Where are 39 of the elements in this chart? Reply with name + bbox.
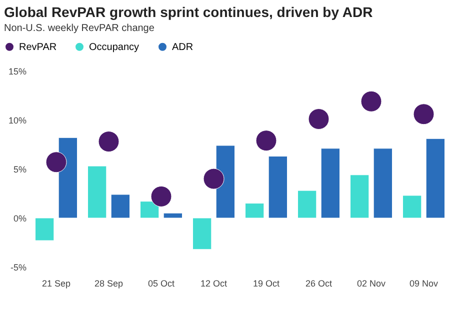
bar <box>426 138 445 218</box>
x-tick-label: 09 Nov <box>409 278 438 288</box>
point <box>360 90 382 112</box>
bar <box>110 194 130 218</box>
bar <box>35 218 54 241</box>
bar <box>163 212 182 218</box>
x-tick-label: 05 Oct <box>148 278 176 288</box>
x-tick-label: 28 Sep <box>94 278 124 288</box>
point <box>256 130 277 152</box>
y-tick-label: 0% <box>13 214 26 224</box>
x-tick-label: 26 Oct <box>305 278 333 288</box>
y-tick-label: 15% <box>8 66 26 76</box>
bar <box>245 203 264 218</box>
point <box>46 152 67 173</box>
x-tick-label: 21 Sep <box>42 278 71 288</box>
point <box>308 108 330 130</box>
point <box>98 131 120 152</box>
x-tick-label: 02 Nov <box>356 278 386 288</box>
x-tick-label: 19 Oct <box>252 278 280 288</box>
bar <box>88 166 107 218</box>
chart-subtitle: Non-U.S. weekly RevPAR change <box>4 23 155 34</box>
y-tick-label: 5% <box>13 164 26 174</box>
bar <box>320 148 340 218</box>
bar <box>298 190 317 218</box>
bar <box>192 218 212 250</box>
legend-label: Occupancy <box>89 42 140 53</box>
legend-label: RevPAR <box>19 42 57 53</box>
point <box>150 186 172 207</box>
y-tick-label: 10% <box>8 116 26 126</box>
y-tick-label: -5% <box>10 262 26 272</box>
bar <box>350 174 370 218</box>
x-tick-label: 12 Oct <box>200 278 228 288</box>
bar <box>373 148 392 218</box>
point <box>203 168 224 190</box>
point <box>413 104 434 125</box>
bar <box>402 195 422 218</box>
bar <box>268 156 288 218</box>
legend-label: ADR <box>172 42 194 53</box>
chart-title: Global RevPAR growth sprint continues, driven by ADR <box>4 4 373 20</box>
